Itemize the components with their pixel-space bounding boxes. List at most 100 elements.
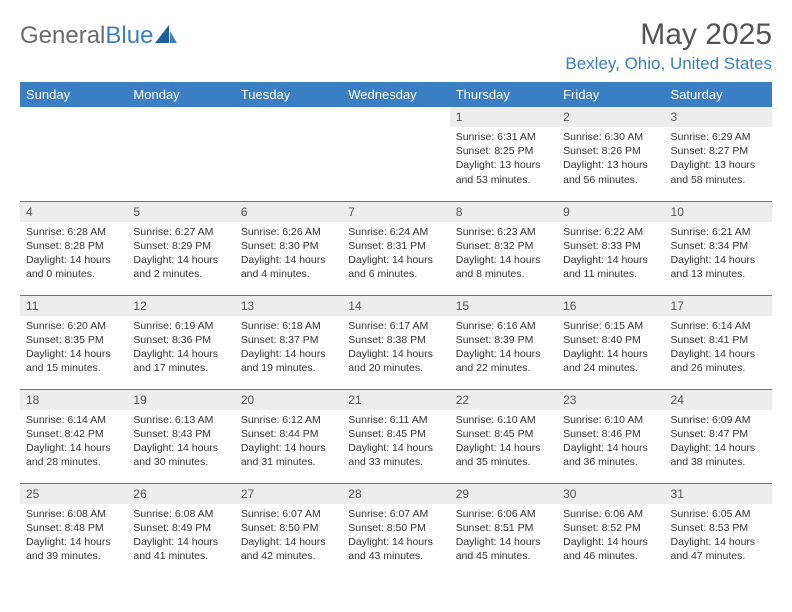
calendar-day-cell: 27Sunrise: 6:07 AMSunset: 8:50 PMDayligh… — [235, 483, 342, 577]
day-details: Sunrise: 6:12 AMSunset: 8:44 PMDaylight:… — [235, 410, 342, 474]
calendar-day-cell: 21Sunrise: 6:11 AMSunset: 8:45 PMDayligh… — [342, 389, 449, 483]
day-details: Sunrise: 6:31 AMSunset: 8:25 PMDaylight:… — [450, 127, 557, 191]
day-details: Sunrise: 6:28 AMSunset: 8:28 PMDaylight:… — [20, 222, 127, 286]
calendar-day-cell: 17Sunrise: 6:14 AMSunset: 8:41 PMDayligh… — [665, 295, 772, 389]
calendar-day-cell: 20Sunrise: 6:12 AMSunset: 8:44 PMDayligh… — [235, 389, 342, 483]
calendar-body: ........1Sunrise: 6:31 AMSunset: 8:25 PM… — [20, 107, 772, 577]
day-details: Sunrise: 6:20 AMSunset: 8:35 PMDaylight:… — [20, 316, 127, 380]
day-details: Sunrise: 6:21 AMSunset: 8:34 PMDaylight:… — [665, 222, 772, 286]
day-number: 24 — [665, 390, 772, 410]
day-number: 4 — [20, 202, 127, 222]
logo-sail-icon — [155, 22, 177, 50]
day-number: 22 — [450, 390, 557, 410]
calendar-day-cell: 14Sunrise: 6:17 AMSunset: 8:38 PMDayligh… — [342, 295, 449, 389]
day-details: Sunrise: 6:16 AMSunset: 8:39 PMDaylight:… — [450, 316, 557, 380]
brand-part1: General — [20, 22, 105, 50]
day-details: Sunrise: 6:14 AMSunset: 8:41 PMDaylight:… — [665, 316, 772, 380]
day-number: 10 — [665, 202, 772, 222]
day-details: Sunrise: 6:24 AMSunset: 8:31 PMDaylight:… — [342, 222, 449, 286]
day-details: Sunrise: 6:14 AMSunset: 8:42 PMDaylight:… — [20, 410, 127, 474]
day-details: Sunrise: 6:10 AMSunset: 8:46 PMDaylight:… — [557, 410, 664, 474]
calendar-day-cell: 7Sunrise: 6:24 AMSunset: 8:31 PMDaylight… — [342, 201, 449, 295]
weekday-header-row: SundayMondayTuesdayWednesdayThursdayFrid… — [20, 82, 772, 107]
day-number: 9 — [557, 202, 664, 222]
day-number: 17 — [665, 296, 772, 316]
calendar-day-cell: 28Sunrise: 6:07 AMSunset: 8:50 PMDayligh… — [342, 483, 449, 577]
day-number: 31 — [665, 484, 772, 504]
calendar-day-cell: 2Sunrise: 6:30 AMSunset: 8:26 PMDaylight… — [557, 107, 664, 201]
weekday-header: Sunday — [20, 82, 127, 107]
calendar-day-cell: 10Sunrise: 6:21 AMSunset: 8:34 PMDayligh… — [665, 201, 772, 295]
day-details: Sunrise: 6:17 AMSunset: 8:38 PMDaylight:… — [342, 316, 449, 380]
calendar-day-cell: .. — [20, 107, 127, 201]
day-number: 8 — [450, 202, 557, 222]
weekday-header: Saturday — [665, 82, 772, 107]
day-number: 16 — [557, 296, 664, 316]
brand-part2: Blue — [105, 22, 153, 50]
day-number: 2 — [557, 107, 664, 127]
calendar-day-cell: 16Sunrise: 6:15 AMSunset: 8:40 PMDayligh… — [557, 295, 664, 389]
day-number: 29 — [450, 484, 557, 504]
day-details: Sunrise: 6:08 AMSunset: 8:49 PMDaylight:… — [127, 504, 234, 568]
calendar-day-cell: .. — [127, 107, 234, 201]
calendar-day-cell: 6Sunrise: 6:26 AMSunset: 8:30 PMDaylight… — [235, 201, 342, 295]
day-number: 20 — [235, 390, 342, 410]
day-details: Sunrise: 6:07 AMSunset: 8:50 PMDaylight:… — [235, 504, 342, 568]
day-number: 18 — [20, 390, 127, 410]
calendar-week-row: 4Sunrise: 6:28 AMSunset: 8:28 PMDaylight… — [20, 201, 772, 295]
day-number: 27 — [235, 484, 342, 504]
day-number: 26 — [127, 484, 234, 504]
calendar-day-cell: .. — [342, 107, 449, 201]
day-number: 30 — [557, 484, 664, 504]
day-details: Sunrise: 6:13 AMSunset: 8:43 PMDaylight:… — [127, 410, 234, 474]
calendar-day-cell: 5Sunrise: 6:27 AMSunset: 8:29 PMDaylight… — [127, 201, 234, 295]
weekday-header: Wednesday — [342, 82, 449, 107]
weekday-header: Monday — [127, 82, 234, 107]
day-number: 19 — [127, 390, 234, 410]
title-block: May 2025 Bexley, Ohio, United States — [565, 18, 772, 74]
day-details: Sunrise: 6:23 AMSunset: 8:32 PMDaylight:… — [450, 222, 557, 286]
day-details: Sunrise: 6:30 AMSunset: 8:26 PMDaylight:… — [557, 127, 664, 191]
calendar-day-cell: 12Sunrise: 6:19 AMSunset: 8:36 PMDayligh… — [127, 295, 234, 389]
day-number: 21 — [342, 390, 449, 410]
weekday-header: Thursday — [450, 82, 557, 107]
day-number: 1 — [450, 107, 557, 127]
day-number: 23 — [557, 390, 664, 410]
calendar-day-cell: 22Sunrise: 6:10 AMSunset: 8:45 PMDayligh… — [450, 389, 557, 483]
day-details: Sunrise: 6:27 AMSunset: 8:29 PMDaylight:… — [127, 222, 234, 286]
day-number: 3 — [665, 107, 772, 127]
day-details: Sunrise: 6:08 AMSunset: 8:48 PMDaylight:… — [20, 504, 127, 568]
calendar-day-cell: 19Sunrise: 6:13 AMSunset: 8:43 PMDayligh… — [127, 389, 234, 483]
month-title: May 2025 — [565, 18, 772, 52]
day-number: 11 — [20, 296, 127, 316]
calendar-day-cell: 4Sunrise: 6:28 AMSunset: 8:28 PMDaylight… — [20, 201, 127, 295]
calendar-day-cell: 11Sunrise: 6:20 AMSunset: 8:35 PMDayligh… — [20, 295, 127, 389]
calendar-day-cell: 8Sunrise: 6:23 AMSunset: 8:32 PMDaylight… — [450, 201, 557, 295]
calendar-day-cell: 18Sunrise: 6:14 AMSunset: 8:42 PMDayligh… — [20, 389, 127, 483]
calendar-week-row: ........1Sunrise: 6:31 AMSunset: 8:25 PM… — [20, 107, 772, 201]
calendar-day-cell: 23Sunrise: 6:10 AMSunset: 8:46 PMDayligh… — [557, 389, 664, 483]
calendar-day-cell: 3Sunrise: 6:29 AMSunset: 8:27 PMDaylight… — [665, 107, 772, 201]
location: Bexley, Ohio, United States — [565, 54, 772, 74]
day-number: 7 — [342, 202, 449, 222]
calendar-day-cell: 9Sunrise: 6:22 AMSunset: 8:33 PMDaylight… — [557, 201, 664, 295]
weekday-header: Friday — [557, 82, 664, 107]
day-details: Sunrise: 6:22 AMSunset: 8:33 PMDaylight:… — [557, 222, 664, 286]
day-details: Sunrise: 6:09 AMSunset: 8:47 PMDaylight:… — [665, 410, 772, 474]
day-details: Sunrise: 6:11 AMSunset: 8:45 PMDaylight:… — [342, 410, 449, 474]
day-number: 6 — [235, 202, 342, 222]
day-details: Sunrise: 6:18 AMSunset: 8:37 PMDaylight:… — [235, 316, 342, 380]
day-details: Sunrise: 6:06 AMSunset: 8:51 PMDaylight:… — [450, 504, 557, 568]
calendar-week-row: 11Sunrise: 6:20 AMSunset: 8:35 PMDayligh… — [20, 295, 772, 389]
day-details: Sunrise: 6:07 AMSunset: 8:50 PMDaylight:… — [342, 504, 449, 568]
day-number: 15 — [450, 296, 557, 316]
header: GeneralBlue May 2025 Bexley, Ohio, Unite… — [20, 18, 772, 74]
calendar-day-cell: 30Sunrise: 6:06 AMSunset: 8:52 PMDayligh… — [557, 483, 664, 577]
weekday-header: Tuesday — [235, 82, 342, 107]
calendar-day-cell: 15Sunrise: 6:16 AMSunset: 8:39 PMDayligh… — [450, 295, 557, 389]
calendar-day-cell: 29Sunrise: 6:06 AMSunset: 8:51 PMDayligh… — [450, 483, 557, 577]
day-details: Sunrise: 6:19 AMSunset: 8:36 PMDaylight:… — [127, 316, 234, 380]
day-number: 25 — [20, 484, 127, 504]
day-number: 5 — [127, 202, 234, 222]
calendar-week-row: 18Sunrise: 6:14 AMSunset: 8:42 PMDayligh… — [20, 389, 772, 483]
